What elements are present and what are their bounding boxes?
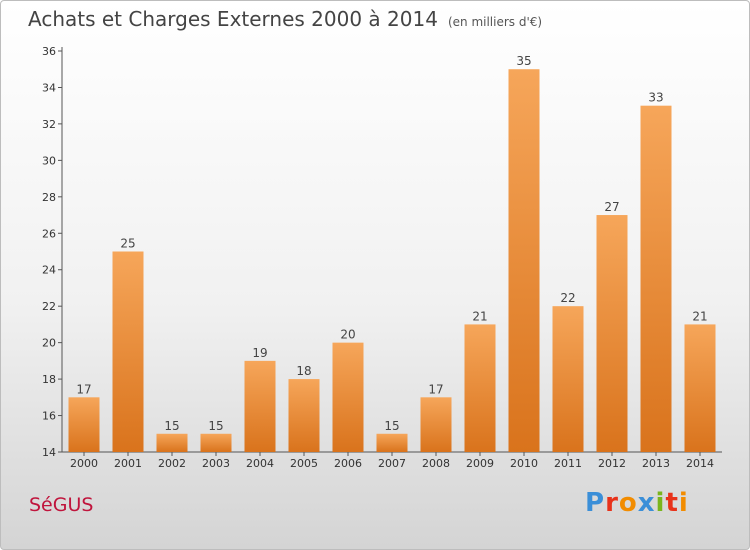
x-tick-label: 2007 — [378, 457, 406, 470]
bar — [112, 251, 144, 452]
bar — [508, 69, 540, 453]
data-label: 19 — [252, 346, 267, 360]
bar — [464, 324, 496, 452]
y-tick-label: 28 — [42, 191, 56, 204]
data-labels: 17 25 15 15 19 18 20 15 17 21 35 22 27 33 21 — [76, 54, 707, 433]
data-label: 17 — [428, 382, 443, 396]
x-tick-label: 2013 — [642, 457, 670, 470]
data-label: 18 — [296, 364, 311, 378]
chart-title-text: Achats et Charges Externes 2000 à 2014 — [28, 7, 438, 31]
data-label: 25 — [120, 237, 135, 251]
logo-letter: x — [637, 488, 656, 518]
bar — [684, 324, 716, 452]
data-label: 15 — [164, 419, 179, 433]
y-tick-label: 36 — [42, 45, 56, 58]
x-tick-label: 2011 — [554, 457, 582, 470]
logo-letter: r — [605, 488, 619, 518]
y-tick-label: 14 — [42, 446, 56, 459]
logo-letter: P — [585, 488, 606, 518]
bar — [200, 433, 232, 452]
y-tick-label: 26 — [42, 227, 56, 240]
x-tick-label: 2009 — [466, 457, 494, 470]
x-tick-label: 2005 — [290, 457, 318, 470]
logo-letter: i — [655, 488, 666, 518]
axes: 14 16 18 20 22 24 26 28 30 32 34 36 2000 2001 2002 2003… — [42, 45, 722, 470]
data-label: 27 — [604, 200, 619, 214]
x-tick-label: 2000 — [70, 457, 98, 470]
x-tick-label: 2014 — [686, 457, 714, 470]
data-label: 15 — [208, 419, 223, 433]
logo-letter: i — [678, 488, 689, 518]
data-label: 17 — [76, 382, 91, 396]
x-tick-label: 2006 — [334, 457, 362, 470]
proxiti-logo: Proxiti — [585, 488, 689, 518]
bar — [640, 105, 672, 452]
data-label: 20 — [340, 328, 355, 342]
x-tick-label: 2010 — [510, 457, 538, 470]
x-tick-label: 2012 — [598, 457, 626, 470]
y-tick-label: 34 — [42, 81, 56, 94]
y-tick-label: 24 — [42, 264, 56, 277]
bar — [288, 379, 320, 452]
data-label: 21 — [472, 309, 487, 323]
chart-unit: (en milliers d'€) — [447, 15, 543, 29]
y-tick-label: 30 — [42, 154, 56, 167]
x-tick-label: 2001 — [114, 457, 142, 470]
bar — [552, 306, 584, 452]
y-tick-label: 16 — [42, 410, 56, 423]
bars — [68, 69, 716, 453]
data-label: 22 — [560, 291, 575, 305]
x-tick-label: 2003 — [202, 457, 230, 470]
bar — [244, 360, 276, 452]
y-tick-label: 22 — [42, 300, 56, 313]
data-label: 21 — [692, 309, 707, 323]
bar — [68, 397, 100, 452]
data-label: 35 — [516, 54, 531, 68]
y-tick-label: 32 — [42, 118, 56, 131]
y-tick-label: 18 — [42, 373, 56, 386]
chart-title: Achats et Charges Externes 2000 à 2014 (e… — [28, 7, 542, 31]
bar — [420, 397, 452, 452]
bar — [596, 215, 628, 452]
bar — [156, 433, 188, 452]
bar — [332, 342, 364, 452]
commune-name: SéGUS — [29, 494, 94, 516]
logo-letter: o — [618, 488, 638, 518]
data-label: 15 — [384, 419, 399, 433]
x-tick-label: 2008 — [422, 457, 450, 470]
x-tick-label: 2002 — [158, 457, 186, 470]
y-tick-label: 20 — [42, 337, 56, 350]
data-label: 33 — [648, 91, 663, 105]
x-tick-label: 2004 — [246, 457, 274, 470]
bar — [376, 433, 408, 452]
logo-letter: t — [665, 488, 679, 518]
